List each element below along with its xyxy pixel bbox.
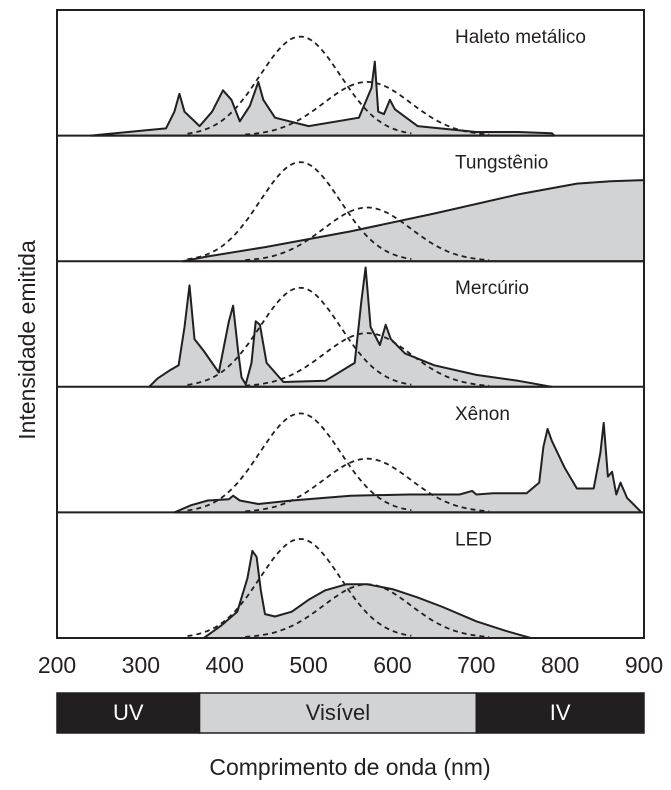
reference-curve-2 bbox=[245, 583, 490, 638]
reference-curve-1 bbox=[187, 412, 412, 512]
panel-led: LED bbox=[57, 511, 644, 638]
panel-label-led: LED bbox=[455, 529, 492, 550]
spectrum-band-bar: UV Visível IV bbox=[56, 692, 645, 734]
x-tick-label-600: 600 bbox=[373, 652, 411, 678]
reference-curve-1 bbox=[187, 286, 412, 386]
x-tick-label-700: 700 bbox=[457, 652, 495, 678]
reference-curve-1 bbox=[187, 538, 412, 637]
plot-frame bbox=[56, 9, 645, 639]
x-tick-label-400: 400 bbox=[206, 652, 244, 678]
band-label-uv: UV bbox=[113, 700, 144, 725]
x-tick-label-500: 500 bbox=[289, 652, 327, 678]
reference-curve-2 bbox=[245, 457, 490, 513]
y-axis-title: Intensidade emitida bbox=[14, 240, 40, 440]
panel-haleto-metalico: Haleto metálico bbox=[89, 27, 586, 137]
panel-label-mercurio: Mercúrio bbox=[455, 278, 529, 299]
band-visivel bbox=[198, 692, 478, 734]
panels: Haleto metálico Tungstênio Mercúrio Xênon LE… bbox=[57, 27, 645, 638]
x-tick-label-200: 200 bbox=[38, 652, 76, 678]
x-tick-label-300: 300 bbox=[122, 652, 160, 678]
panel-tungstenio: Tungstênio bbox=[57, 134, 645, 263]
x-tick-labels: 200 300 400 500 600 700 800 900 bbox=[38, 652, 663, 678]
reference-curve-2 bbox=[245, 332, 490, 387]
spectrum-curve-haleto-metalico bbox=[89, 60, 556, 137]
spectrum-curve-xenon bbox=[173, 421, 643, 514]
panel-xenon: Xênon bbox=[57, 385, 644, 514]
reference-curve-1 bbox=[187, 161, 412, 261]
spectrum-curve-tungstenio bbox=[181, 179, 645, 263]
band-label-visivel: Visível bbox=[306, 700, 370, 725]
x-tick-label-800: 800 bbox=[541, 652, 579, 678]
band-iv bbox=[475, 692, 645, 734]
spectrum-curve-mercurio bbox=[148, 266, 553, 388]
x-axis-title: Comprimento de onda (nm) bbox=[209, 754, 490, 780]
panel-mercurio: Mercúrio bbox=[57, 260, 644, 388]
x-tick-label-900: 900 bbox=[625, 652, 663, 678]
band-uv bbox=[56, 692, 201, 734]
panel-label-tungstenio: Tungstênio bbox=[455, 153, 548, 174]
band-label-iv: IV bbox=[550, 700, 571, 725]
panel-label-haleto-metalico: Haleto metálico bbox=[455, 27, 586, 48]
reference-curve-1 bbox=[187, 35, 412, 135]
reference-curve-2 bbox=[245, 206, 490, 261]
spectrum-curve-led bbox=[202, 549, 532, 638]
panel-label-xenon: Xênon bbox=[455, 404, 510, 425]
reference-curve-2 bbox=[245, 81, 490, 136]
